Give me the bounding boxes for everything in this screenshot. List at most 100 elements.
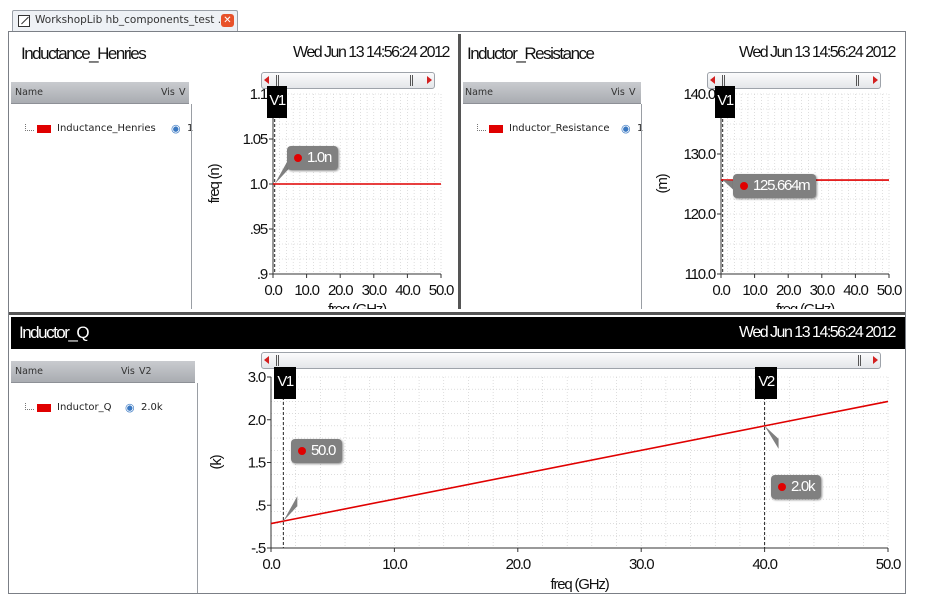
x-tick-label: 30.0 (362, 282, 387, 299)
legend-item-value: 2.0k (141, 402, 163, 413)
pane-inductance[interactable]: Inductance_Henries Wed Jun 13 14:56:24 2… (11, 34, 457, 309)
x-tick-label: 40.0 (843, 282, 868, 299)
legend-col-name[interactable]: Name (15, 87, 44, 98)
legend-item-q[interactable]: Inductor_Q ◉ 2.0k (25, 401, 195, 417)
legend-item-inductance[interactable]: Inductance_Henries ◉ 1 (25, 122, 195, 138)
scroll-right-icon[interactable] (873, 356, 878, 364)
x-tick-label: 30.0 (629, 556, 654, 573)
marker-dot (298, 446, 306, 455)
legend-item-resistance[interactable]: Inductor_Resistance ◉ 1 (477, 122, 647, 138)
marker-v1-tag[interactable]: V1 (274, 367, 296, 399)
x-tick-label: 0.0 (264, 282, 282, 299)
scroll-grip-right[interactable] (856, 75, 859, 86)
callout-pointer (283, 496, 298, 522)
x-scroller[interactable] (707, 72, 881, 89)
legend-header: Name Vis V (11, 82, 189, 104)
callout-pointer (764, 425, 779, 449)
pane-splitter[interactable] (458, 34, 461, 309)
x-tick-label: 30.0 (810, 282, 835, 299)
plot-area[interactable]: 0.0 10.0 20.0 30.0 40.0 50.0 1.1 1.05 1.0 .95 .9 fr… (197, 86, 455, 309)
tab-bar: WorkshopLib hb_components_test ... ✕ (0, 0, 938, 32)
x-tick-label: 10.0 (742, 282, 767, 299)
marker-v1-tag[interactable]: V1 (267, 86, 287, 118)
x-tick-label: 50.0 (877, 282, 902, 299)
y-tick-label: 1.5 (248, 455, 266, 472)
marker-v1-tag[interactable]: V1 (715, 86, 735, 118)
x-scroller[interactable] (261, 352, 881, 369)
y-tick-label: 1.1 (250, 86, 268, 103)
x-tick-label: 50.0 (429, 282, 454, 299)
legend-item-value: 1 (637, 123, 643, 134)
plot-area[interactable]: 0.0 10.0 20.0 30.0 40.0 50.0 3.0 2.0 1.5 .5 -.5 fre… (203, 369, 903, 593)
x-scroller[interactable] (261, 72, 435, 89)
pane-title: Inductor_Q (19, 323, 90, 342)
graph-window: Inductance_Henries Wed Jun 13 14:56:24 2… (8, 31, 906, 594)
x-axis-label: freq (GHz) (776, 301, 835, 309)
marker-v2-tag[interactable]: V2 (755, 367, 777, 399)
x-tick-label: 50.0 (876, 556, 901, 573)
scroll-grip-right[interactable] (410, 75, 413, 86)
x-tick-label: 40.0 (752, 556, 777, 573)
x-tick-label: 20.0 (776, 282, 801, 299)
y-axis-label: freq (n) (206, 163, 223, 203)
tab-workshoplib[interactable]: WorkshopLib hb_components_test ... ✕ (12, 10, 238, 31)
marker-dot (740, 181, 748, 190)
y-tick-label: 1.05 (243, 131, 268, 148)
pane-header-active: Inductor_Q Wed Jun 13 14:56:24 2012 (11, 317, 905, 349)
pane-q[interactable]: Inductor_Q Wed Jun 13 14:56:24 2012 Name… (11, 317, 905, 593)
visibility-eye-icon[interactable]: ◉ (125, 401, 135, 414)
legend-item-name: Inductor_Resistance (509, 123, 610, 134)
x-tick-label: 20.0 (506, 556, 531, 573)
x-tick-label: 40.0 (395, 282, 420, 299)
marker-callout[interactable]: 125.664m (733, 174, 817, 198)
scroll-right-icon[interactable] (873, 76, 878, 84)
legend-col-v[interactable]: V (179, 87, 186, 98)
y-tick-label: 140.0 (683, 86, 715, 103)
scroll-grip-left[interactable] (276, 355, 279, 366)
x-tick-label: 10.0 (294, 282, 319, 299)
x-tick-label: 0.0 (262, 556, 280, 573)
close-icon[interactable]: ✕ (221, 14, 234, 27)
trace-swatch (489, 125, 503, 133)
pane-splitter-horizontal[interactable] (9, 312, 905, 315)
x-axis-label: freq (GHz) (550, 576, 609, 593)
marker-callout-v1[interactable]: 50.0 (291, 439, 342, 463)
scroll-right-icon[interactable] (427, 76, 432, 84)
marker-callout-v2[interactable]: 2.0k (771, 475, 822, 499)
scroll-left-icon[interactable] (710, 76, 715, 84)
pane-title: Inductor_Resistance (467, 44, 595, 63)
y-tick-label: .95 (250, 221, 268, 238)
callout-pointer (274, 159, 289, 184)
legend-divider (641, 104, 642, 309)
y-tick-label: 1.0 (250, 176, 268, 193)
legend-col-name[interactable]: Name (465, 87, 494, 98)
visibility-eye-icon[interactable]: ◉ (621, 122, 631, 135)
legend-col-vis[interactable]: Vis (611, 87, 625, 98)
legend-col-v2[interactable]: V2 (139, 366, 152, 377)
pane-resistance[interactable]: Inductor_Resistance Wed Jun 13 14:56:24 … (463, 34, 905, 309)
legend-col-name[interactable]: Name (15, 366, 44, 377)
scroll-grip-right[interactable] (858, 355, 861, 366)
y-tick-label: 110.0 (685, 266, 716, 283)
y-axis-label: (k) (208, 454, 225, 469)
plot-area[interactable]: 0.0 10.0 20.0 30.0 40.0 50.0 140.0 130.0 120.0 11… (645, 86, 903, 309)
trace-swatch (37, 125, 51, 133)
pane-title: Inductance_Henries (21, 44, 147, 63)
legend-col-vis[interactable]: Vis (121, 366, 135, 377)
scroll-grip-left[interactable] (722, 75, 725, 86)
y-tick-label: .9 (257, 266, 268, 283)
pane-date: Wed Jun 13 14:56:24 2012 (739, 44, 896, 61)
visibility-eye-icon[interactable]: ◉ (171, 122, 181, 135)
scroll-grip-left[interactable] (276, 75, 279, 86)
legend-item-name: Inductance_Henries (57, 123, 156, 134)
scroll-left-icon[interactable] (264, 76, 269, 84)
marker-callout[interactable]: 1.0n (287, 146, 338, 170)
x-tick-label: 20.0 (328, 282, 353, 299)
legend-col-v[interactable]: V (629, 87, 636, 98)
legend-col-vis[interactable]: Vis (161, 87, 175, 98)
y-tick-label: 120.0 (683, 206, 715, 223)
legend-header: Name Vis V2 (11, 361, 195, 383)
x-tick-label: 0.0 (712, 282, 730, 299)
scroll-left-icon[interactable] (264, 356, 269, 364)
y-tick-label: 130.0 (683, 146, 715, 163)
